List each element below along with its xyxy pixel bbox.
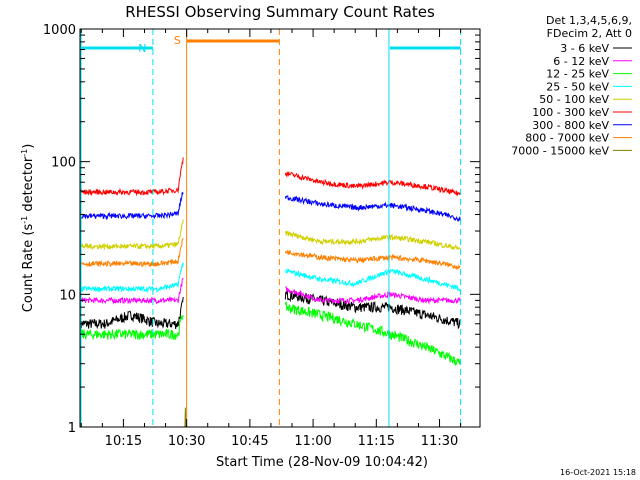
series-line-late: [285, 268, 461, 292]
x-tick-label: 11:00: [294, 434, 331, 449]
legend-label: 25 - 50 keV: [546, 80, 609, 93]
x-axis-label: Start Time (28-Nov-09 10:04:42): [216, 455, 428, 470]
legend-label: 7000 - 15000 keV: [511, 144, 609, 157]
x-tick-label: 11:15: [358, 434, 395, 449]
y-axis-label-main: Count Rate (s: [21, 224, 36, 313]
y-axis-label: Count Rate (s-1 detector-1): [20, 144, 36, 313]
chart-title: RHESSI Observing Summary Count Rates: [125, 3, 435, 21]
axis-layer: 10:15 10:30 10:45 11:00 11:15 11:30 1 10 100 1000: [43, 23, 480, 449]
legend-header-line-2: FDecim 2, Att 0: [547, 27, 632, 40]
y-axis-label-end: ): [21, 144, 36, 149]
legend-label: 12 - 25 keV: [546, 68, 609, 81]
legend: Det 1,3,4,5,6,9, FDecim 2, Att 0 3 - 6 k…: [511, 14, 632, 157]
legend-label: 3 - 6 keV: [560, 42, 609, 55]
series-line-late: [284, 301, 461, 366]
series-line-early: [79, 238, 184, 268]
marker-layer: NS: [80, 29, 462, 427]
series-line-early: [79, 219, 184, 251]
x-tick-label: 10:45: [231, 434, 268, 449]
series-line-early: [79, 262, 184, 294]
plot-frame: [79, 28, 481, 428]
series-line-early: [79, 192, 184, 221]
y-axis-label-sup1: -1: [20, 216, 29, 224]
series-line-late: [284, 250, 461, 271]
series-line-early: [79, 277, 184, 305]
series-layer: [79, 157, 461, 428]
y-tick-label: 10: [59, 288, 76, 303]
series-line-late: [284, 230, 461, 250]
series-line-spike: [184, 407, 187, 428]
x-tick-label: 10:30: [168, 434, 205, 449]
y-tick-label: 1: [68, 421, 76, 436]
saa-marker-label: S: [174, 34, 181, 47]
x-tick-label: 11:30: [421, 434, 458, 449]
series-line-late: [284, 290, 461, 330]
y-tick-label: 100: [51, 156, 76, 171]
timestamp: 16-Oct-2021 15:18: [560, 468, 636, 477]
y-tick-label: 1000: [43, 23, 76, 38]
legend-label: 100 - 300 keV: [532, 106, 609, 119]
legend-label: 300 - 800 keV: [532, 119, 609, 132]
series-line-late: [284, 195, 461, 222]
legend-label: 50 - 100 keV: [539, 93, 609, 106]
y-axis-label-mid: detector: [21, 156, 36, 216]
series-line-early: [79, 315, 184, 341]
night-marker-label: N: [138, 42, 146, 55]
series-line-late: [284, 171, 461, 197]
series-line-early: [79, 296, 184, 330]
legend-header-line-1: Det 1,3,4,5,6,9,: [546, 14, 632, 27]
series-line-late: [285, 286, 461, 305]
legend-label: 800 - 7000 keV: [525, 132, 609, 145]
x-tick-label: 10:15: [105, 434, 142, 449]
legend-label: 6 - 12 keV: [553, 55, 609, 68]
y-axis-label-sup2: -1: [20, 149, 29, 157]
series-line-early: [79, 157, 184, 197]
